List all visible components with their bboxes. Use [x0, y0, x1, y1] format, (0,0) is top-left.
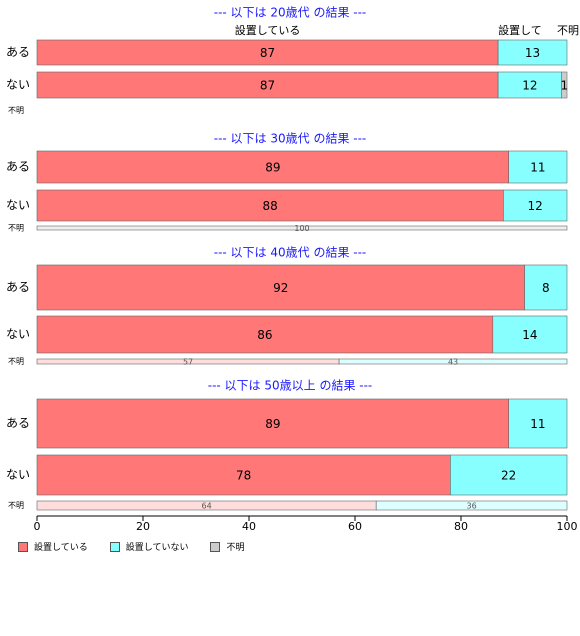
bar-segment: [492, 315, 568, 354]
bar-segment: [36, 189, 504, 222]
data-label: 89: [265, 161, 280, 175]
row-label: ある: [6, 160, 30, 174]
bar-segment: [36, 39, 499, 66]
data-label: 100: [294, 224, 309, 233]
data-label: 86: [257, 328, 272, 342]
x-tick-label: 20: [136, 520, 150, 533]
legend-item-not-installed: 設置していない: [109, 540, 189, 553]
legend-swatch-unknown: [210, 541, 221, 552]
data-label: 87: [260, 79, 275, 93]
bar-segment: [497, 71, 563, 99]
data-label: 14: [522, 328, 537, 342]
data-label: 1: [561, 79, 569, 93]
header-label-unknown: 不明: [557, 24, 579, 37]
row-label: 不明: [8, 357, 24, 366]
panel-title: --- 以下は 40歳代 の結果 ---: [214, 246, 367, 260]
legend-item-installed: 設置している: [18, 540, 88, 553]
bar-segment: [450, 454, 568, 496]
bar-segment: [36, 225, 568, 231]
bar-segment: [36, 454, 451, 496]
legend-swatch-not-installed: [109, 541, 120, 552]
bar-segment: [375, 500, 568, 511]
header-label-not-installed: 設置して: [498, 23, 542, 37]
bar-segment: [561, 71, 568, 99]
bar-segment: [503, 189, 568, 222]
row-label: ない: [6, 78, 30, 92]
bar-segment: [36, 398, 510, 449]
row-label: ない: [6, 198, 30, 212]
x-tick-label: 60: [348, 520, 362, 533]
data-label: 13: [525, 46, 540, 60]
data-label: 12: [528, 199, 543, 213]
data-label: 11: [530, 161, 545, 175]
bar-segment: [497, 39, 568, 66]
legend-swatch-installed: [18, 541, 28, 552]
row-label: ない: [6, 327, 30, 341]
bar-segment: [36, 71, 499, 99]
data-label: 78: [236, 469, 251, 483]
bar-segment: [508, 398, 568, 449]
x-tick-label: 80: [454, 520, 468, 533]
data-label: 88: [263, 199, 278, 213]
x-tick-label: 40: [242, 520, 256, 533]
panel-title: --- 以下は 50歳以上 の結果 ---: [208, 379, 373, 393]
bar-segment: [524, 264, 568, 311]
data-label: 8: [542, 281, 550, 295]
row-label: 不明: [8, 106, 24, 115]
legend-item-unknown: 不明: [210, 540, 244, 553]
row-label: 不明: [8, 224, 24, 233]
data-label: 87: [260, 46, 275, 60]
row-label: ある: [6, 416, 30, 430]
bar-segment: [36, 315, 494, 354]
bar-segment: [338, 358, 568, 365]
bar-segment: [508, 150, 568, 184]
x-tick-label: 0: [34, 520, 41, 533]
data-label: 12: [522, 79, 537, 93]
data-label: 89: [265, 417, 280, 431]
legend-label-unknown: 不明: [226, 543, 245, 553]
data-label: 64: [202, 502, 212, 511]
data-label: 57: [183, 358, 193, 367]
panel-title: --- 以下は 20歳代 の結果 ---: [214, 6, 367, 20]
bar-segment: [36, 150, 510, 184]
row-label: ある: [6, 280, 30, 294]
chart-legend: 設置している 設置していない 不明: [18, 540, 244, 553]
data-label: 36: [467, 502, 477, 511]
data-label: 11: [530, 417, 545, 431]
row-label: ない: [6, 468, 30, 482]
data-label: 22: [501, 469, 516, 483]
header-label-installed: 設置している: [235, 23, 301, 37]
data-label: 43: [448, 358, 458, 367]
legend-label-not-installed: 設置していない: [125, 543, 189, 553]
panel-title: --- 以下は 30歳代 の結果 ---: [214, 132, 367, 146]
x-tick-label: 100: [557, 520, 578, 533]
row-label: 不明: [8, 501, 24, 510]
legend-label-installed: 設置している: [34, 543, 88, 553]
data-label: 92: [273, 281, 288, 295]
row-label: ある: [6, 45, 30, 59]
